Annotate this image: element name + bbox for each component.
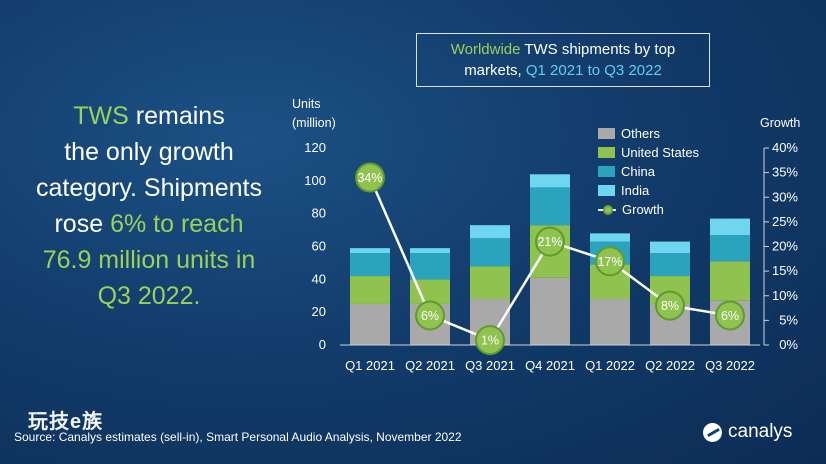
bar-united-states [470, 266, 510, 300]
growth-marker [595, 246, 625, 277]
bar-india [350, 248, 390, 254]
y-tick-label: 80 [312, 206, 326, 221]
y-tick-label: 100 [304, 173, 326, 188]
headline-units: 76.9 million units in [42, 246, 256, 274]
title-period: Q1 2021 to Q3 2022 [525, 62, 662, 79]
y2-tick-label: 20% [772, 239, 798, 254]
bar-china [410, 253, 450, 280]
headline-rose: rose [54, 210, 111, 238]
legend-item-us: United States [598, 143, 699, 162]
bar-china [470, 238, 510, 267]
legend-swatch-us [598, 147, 615, 158]
growth-label: 17% [597, 255, 622, 269]
y2-tick-label: 30% [772, 189, 798, 204]
legend-item-growth: Growth [598, 200, 699, 219]
growth-marker [655, 290, 685, 321]
watermark: 玩技e族 [28, 411, 104, 433]
bar-india [470, 225, 510, 239]
growth-label: 6% [421, 309, 439, 323]
growth-marker [535, 226, 565, 257]
y-tick-label: 120 [304, 140, 326, 155]
legend-label-china: China [621, 164, 655, 179]
bar-india [530, 174, 570, 188]
canalys-logo: canalys [703, 421, 792, 443]
y-axis-label: Units (million) [292, 95, 336, 133]
legend-swatch-india [598, 185, 615, 196]
bar-china [710, 235, 750, 262]
chart-legend: Others United States China India Growth [598, 124, 699, 219]
bar-china [650, 253, 690, 277]
x-tick-label: Q1 2022 [585, 358, 635, 373]
bar-others [530, 277, 570, 345]
bar-united-states [710, 261, 750, 301]
legend-label-india: India [621, 183, 650, 198]
growth-label: 34% [357, 171, 382, 185]
bar-china [350, 253, 390, 277]
y-tick-label: 20 [312, 304, 326, 319]
headline-line2: the only growth [64, 138, 234, 166]
y2-tick-label: 35% [772, 165, 798, 180]
growth-label: 1% [481, 334, 499, 348]
source-note: Source: Canalys estimates (sell-in), Sma… [14, 430, 462, 444]
headline-growth-figure: 6% to reach [110, 210, 244, 238]
bar-india [410, 248, 450, 254]
title-markets: markets, [464, 62, 526, 79]
y-axis-label-units: Units [292, 97, 321, 111]
canalys-logo-text: canalys [728, 421, 793, 442]
bar-others [350, 303, 390, 345]
headline-text: TWS remains the only growth category. Sh… [18, 98, 280, 314]
headline-quarter: Q3 2022. [97, 282, 201, 310]
legend-swatch-china [598, 166, 615, 177]
growth-label: 8% [661, 299, 679, 313]
bar-india [710, 218, 750, 236]
legend-swatch-others [598, 128, 615, 139]
y2-tick-label: 25% [772, 214, 798, 229]
x-tick-label: Q2 2021 [405, 358, 455, 373]
y2-tick-label: 10% [772, 288, 798, 303]
y2-axis-label: Growth [760, 116, 801, 130]
y-tick-label: 60 [312, 239, 326, 254]
headline-tws: TWS [73, 102, 129, 130]
legend-label-us: United States [621, 145, 700, 160]
bar-others [590, 299, 630, 345]
legend-label-others: Others [621, 126, 661, 141]
x-tick-label: Q2 2022 [645, 358, 695, 373]
x-tick-label: Q4 2021 [525, 358, 575, 373]
growth-label: 21% [537, 235, 562, 249]
legend-item-china: China [598, 162, 699, 181]
headline-line3: category. Shipments [35, 174, 263, 202]
canalys-logo-mark-icon [703, 422, 722, 442]
growth-label: 6% [721, 309, 739, 323]
y-tick-label: 0 [319, 337, 326, 352]
y2-tick-label: 5% [779, 312, 798, 327]
y-axis-label-million: (million) [292, 116, 336, 130]
y2-tick-label: 0% [779, 337, 798, 352]
y2-tick-label: 40% [772, 140, 798, 155]
headline-remains: remains [128, 102, 225, 130]
x-tick-label: Q1 2021 [345, 358, 395, 373]
y2-tick-label: 15% [772, 263, 798, 278]
bar-china [530, 187, 570, 226]
bar-united-states [350, 276, 390, 304]
x-tick-label: Q3 2021 [465, 358, 515, 373]
legend-item-others: Others [598, 124, 699, 143]
growth-marker [415, 300, 445, 331]
bar-india [590, 233, 630, 242]
title-tws: TWS shipments by top [520, 41, 676, 58]
growth-marker [715, 300, 745, 331]
legend-item-india: India [598, 181, 699, 200]
y-tick-label: 40 [312, 271, 326, 286]
x-tick-label: Q3 2022 [705, 358, 755, 373]
growth-marker [355, 162, 385, 193]
bar-india [650, 241, 690, 254]
title-worldwide: Worldwide [450, 41, 521, 58]
legend-line-growth [598, 204, 616, 215]
chart-title: Worldwide TWS shipments by top markets, … [416, 33, 710, 87]
legend-label-growth: Growth [622, 202, 664, 217]
growth-marker [475, 325, 505, 356]
